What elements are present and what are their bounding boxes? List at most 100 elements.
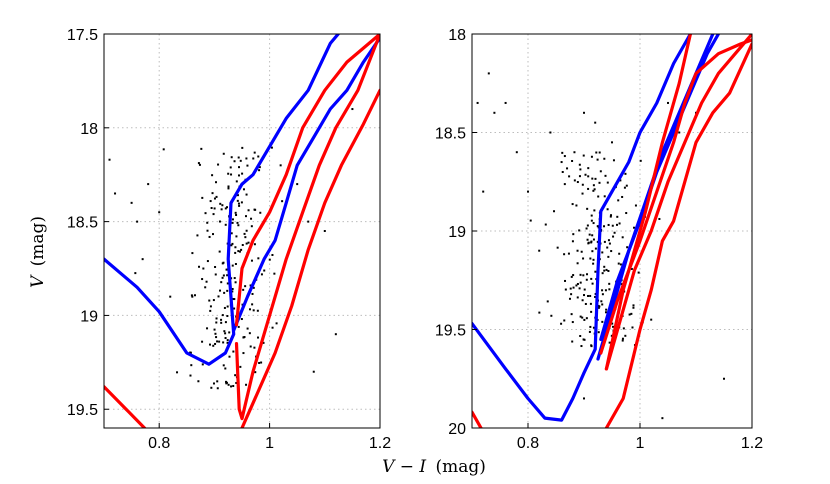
isochrone-blue-isochrone-3 [599,34,720,341]
data-point [592,262,595,265]
data-point [239,159,242,162]
y-tick-label: 19.5 [435,323,466,340]
data-point [233,307,236,310]
axes-frame [103,33,381,429]
data-point [583,288,586,291]
data-point [224,337,227,340]
data-point [218,340,221,343]
data-point [631,326,634,329]
data-point [570,275,573,278]
data-point [260,361,263,364]
data-point [200,147,203,150]
data-point [235,180,238,183]
data-point [226,206,229,209]
data-point [222,364,225,367]
y-tick-label: 18.5 [67,215,98,232]
data-point [571,203,574,206]
data-point [189,374,192,377]
data-point [223,306,226,309]
x-tick-label: 1.2 [369,435,391,452]
x-tick-label: 1 [636,435,645,452]
isochrone-red-isochrone [604,34,752,371]
data-point [583,338,586,341]
isochrone-red-isochrone-3 [599,38,752,355]
data-point [546,300,549,303]
data-points [108,108,354,390]
data-point [243,232,246,235]
data-point [589,294,592,297]
data-point [220,208,223,211]
data-point [230,232,233,235]
data-point [254,371,257,374]
data-point [241,244,244,247]
data-point [211,174,214,177]
data-point [268,258,271,261]
data-point [249,345,252,348]
data-point [215,181,218,184]
data-point [723,377,725,380]
data-point [244,285,247,288]
data-point [198,265,201,268]
data-point [564,288,567,291]
data-point [114,192,117,195]
data-point [633,226,636,229]
data-points [476,72,725,420]
data-point [591,282,594,285]
data-point [591,234,594,237]
data-point [209,309,212,312]
data-point [257,336,260,339]
data-point [612,325,615,328]
data-point [578,163,581,166]
data-point [568,175,571,178]
data-point [584,173,587,176]
data-point [592,258,595,261]
data-point [258,361,261,364]
data-point [561,151,564,154]
data-point [538,249,541,252]
data-point [564,279,567,282]
data-point [246,327,249,330]
data-point [234,251,237,254]
data-point [563,253,566,256]
data-point [597,306,600,309]
data-point [583,318,586,321]
data-point [198,163,201,166]
data-point [237,224,240,227]
data-point [593,209,596,212]
data-point [587,242,590,245]
y-tick-label: 19 [448,224,466,241]
data-point [323,230,326,232]
data-point [307,220,310,223]
data-point [208,343,211,346]
data-point [587,187,590,190]
data-point [617,199,620,202]
data-point [238,204,241,207]
data-point [256,309,259,312]
data-point [250,217,253,220]
data-point [213,197,216,200]
data-point [579,273,582,276]
data-point [234,263,237,266]
data-point [639,159,642,162]
data-point [621,236,624,239]
data-point [226,341,229,344]
data-point [216,340,219,343]
data-point [590,155,593,158]
data-point [238,250,241,253]
data-point [572,274,575,277]
data-point [603,225,606,228]
data-point [234,246,237,249]
data-point [240,201,243,204]
data-point [253,151,256,154]
data-point [228,331,231,334]
data-point [618,222,621,225]
data-point [190,364,193,367]
y-tick-label: 18.5 [435,126,466,143]
data-point [222,152,225,155]
data-point [560,161,563,164]
data-point [598,151,601,154]
data-point [581,192,584,195]
data-point [236,221,239,224]
data-point [209,305,212,308]
data-point [239,365,242,368]
